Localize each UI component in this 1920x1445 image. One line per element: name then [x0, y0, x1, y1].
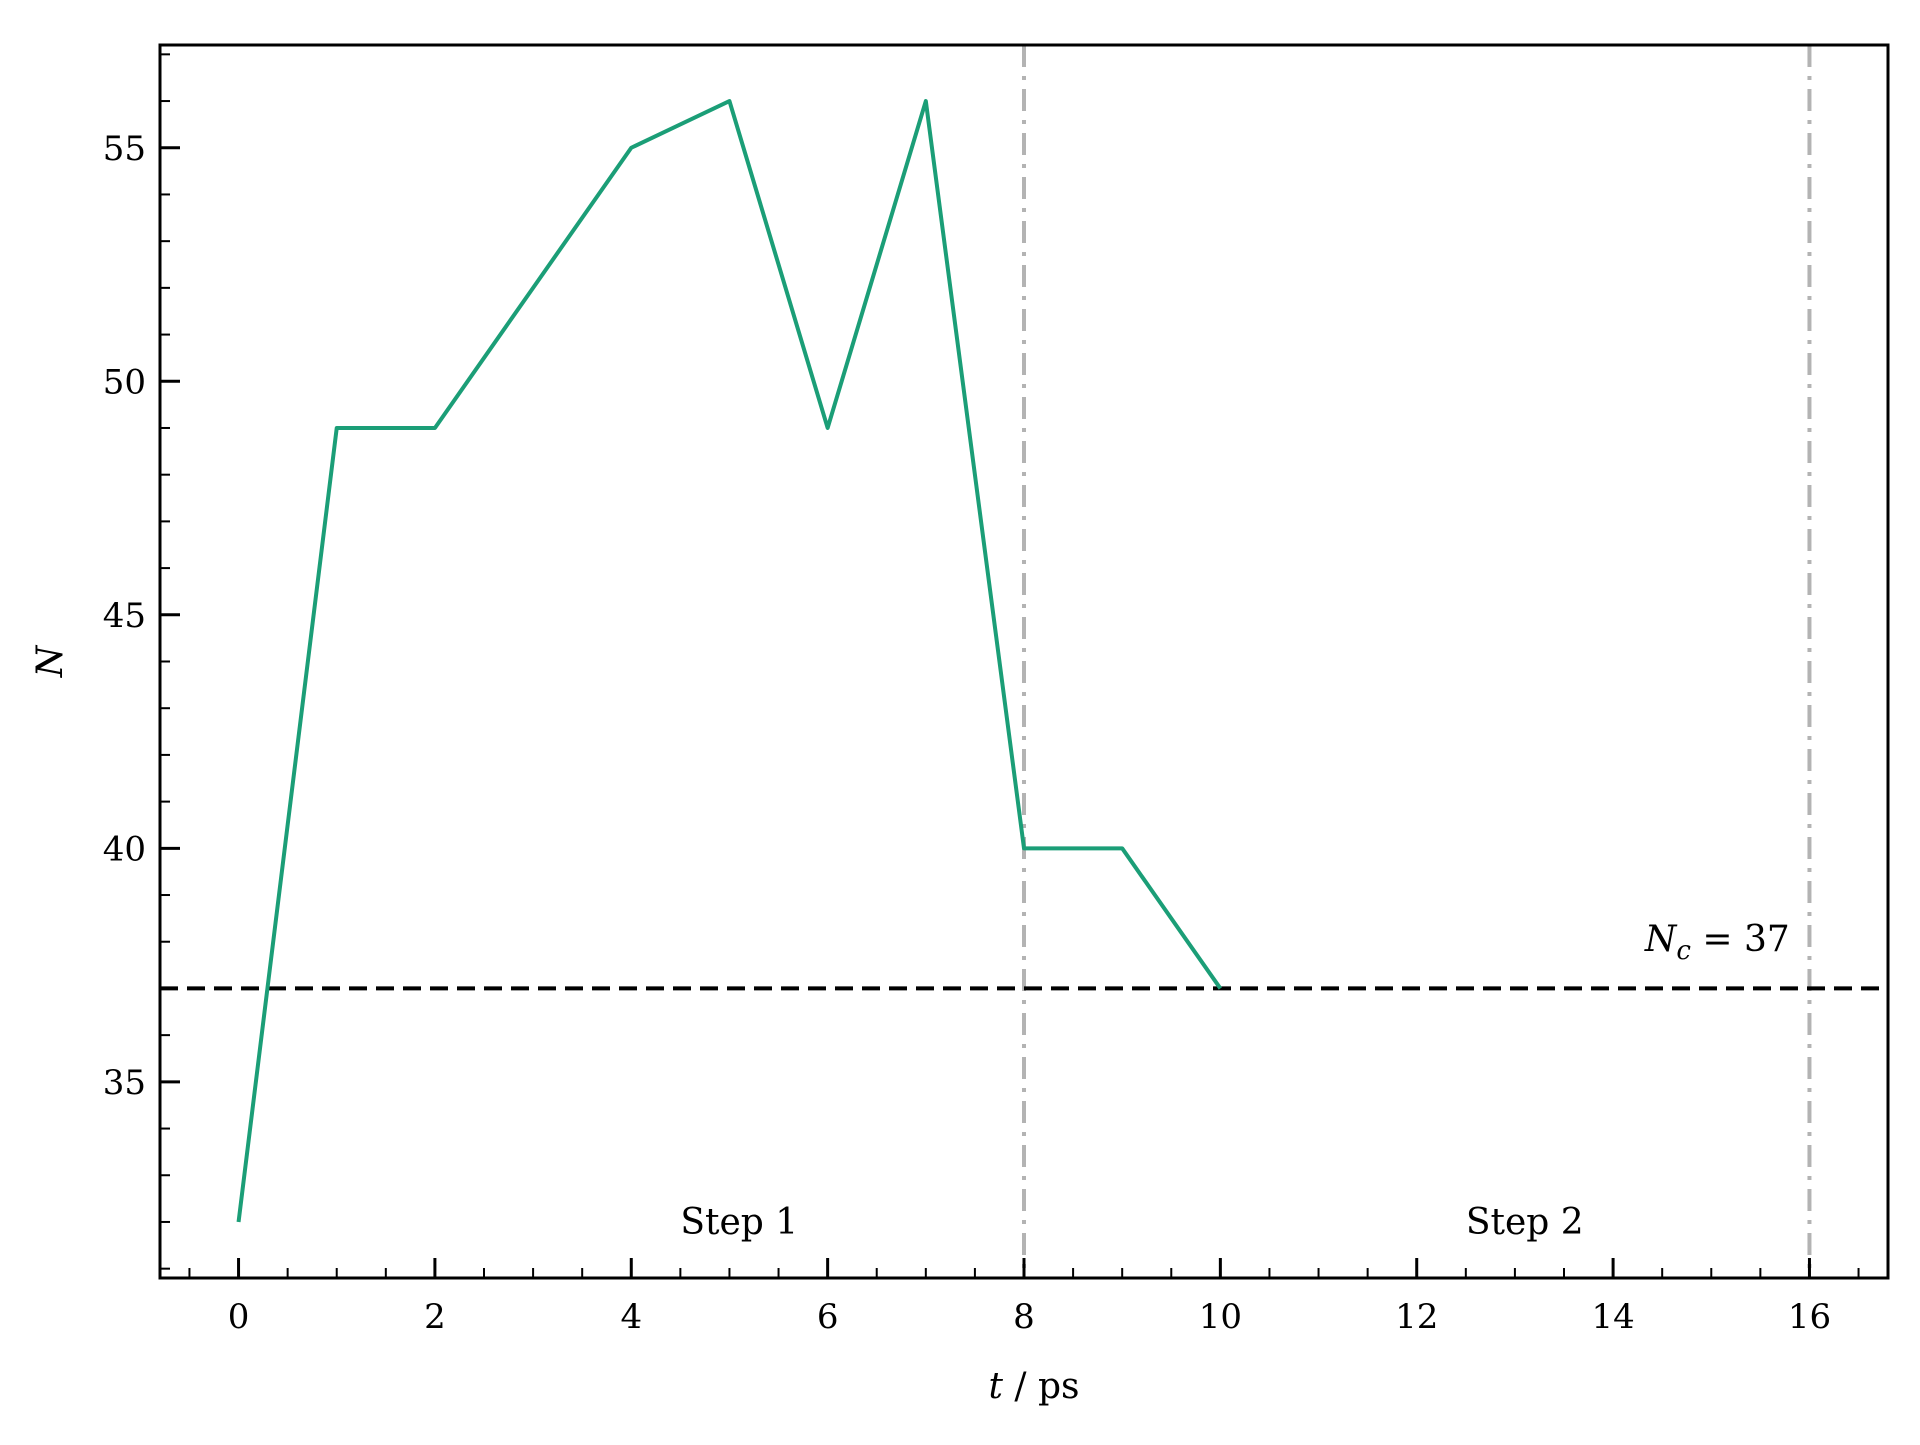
y-tick-label: 40 — [103, 829, 146, 869]
x-tick-label: 8 — [1013, 1297, 1035, 1337]
x-tick-label: 12 — [1395, 1297, 1438, 1337]
y-tick-label: 50 — [103, 362, 146, 402]
series-layer — [239, 101, 1221, 1222]
x-tick-label: 16 — [1788, 1297, 1831, 1337]
text-layer: 0 2 4 6 8 10 12 14 16 35 40 45 50 55 t / ps N Step 1 Step… — [30, 129, 1831, 1407]
y-tick-label: 45 — [103, 596, 146, 636]
x-axis-title-var: t — [988, 1366, 1003, 1407]
x-tick-label: 4 — [620, 1297, 642, 1337]
annotation-step-1: Step 1 — [680, 1202, 798, 1243]
x-axis-title-unit: / ps — [1003, 1366, 1080, 1407]
x-tick-label: 6 — [817, 1297, 839, 1337]
annotation-step-2: Step 2 — [1466, 1202, 1584, 1243]
reference-lines-layer — [160, 45, 1888, 1278]
nc-label-sub: c — [1676, 936, 1691, 966]
nc-label-rest: = 37 — [1691, 919, 1790, 960]
y-tick-label: 55 — [103, 129, 146, 169]
y-axis-title: N — [30, 644, 71, 678]
x-tick-label: 14 — [1591, 1297, 1634, 1337]
x-tick-label: 0 — [228, 1297, 250, 1337]
nc-label: Nc = 37 — [1644, 919, 1790, 966]
x-tick-label: 10 — [1199, 1297, 1242, 1337]
x-axis-title: t / ps — [988, 1366, 1079, 1407]
nc-label-main: N — [1644, 919, 1678, 960]
series-line-0 — [239, 101, 1221, 1222]
y-tick-label: 35 — [103, 1063, 146, 1103]
x-tick-label: 2 — [424, 1297, 446, 1337]
